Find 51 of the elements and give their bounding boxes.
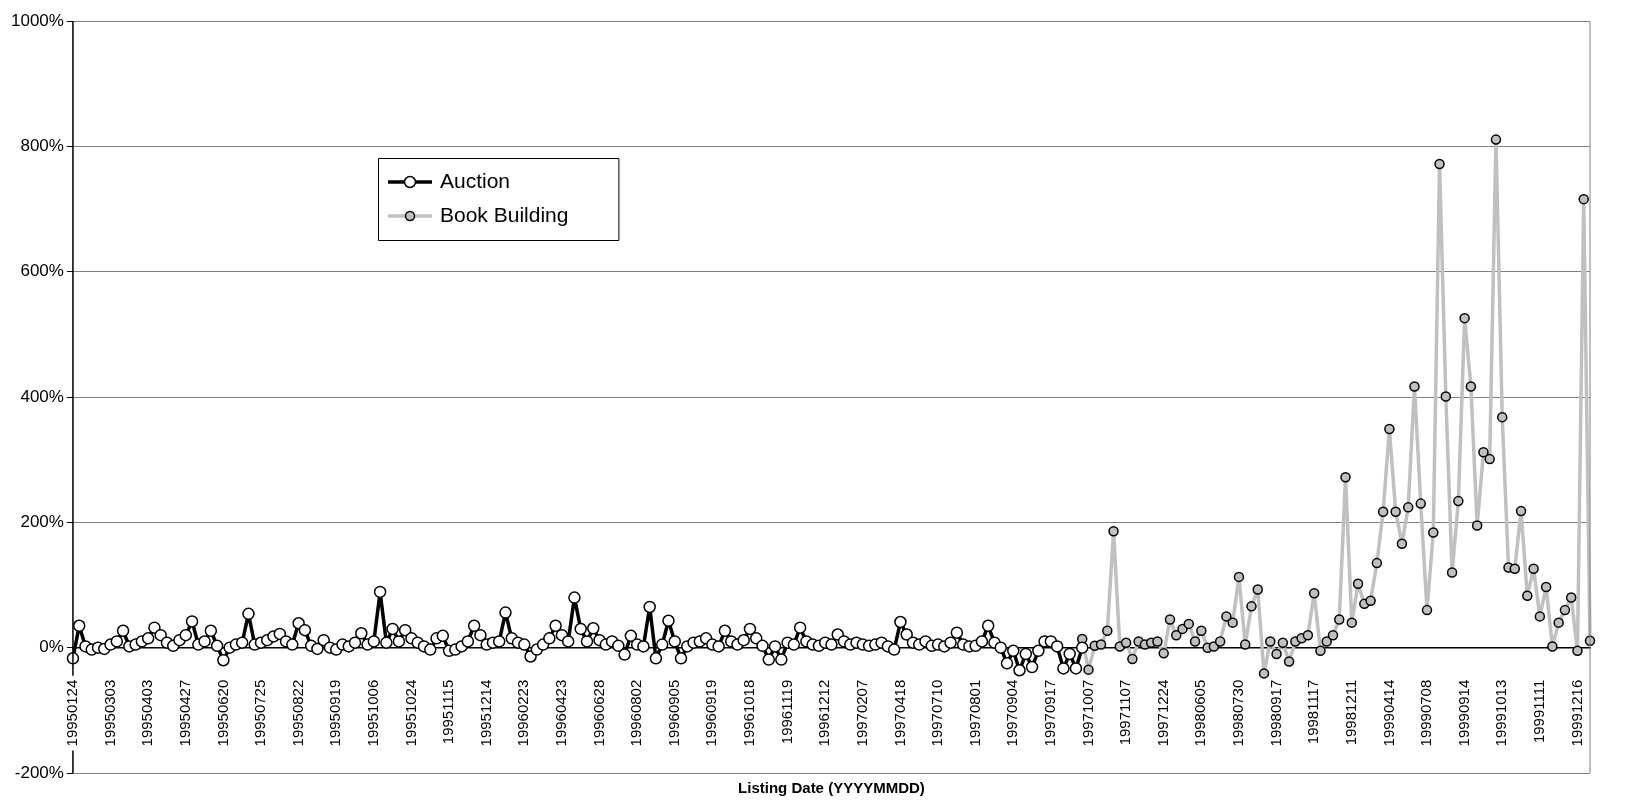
x-tick-label: 19951024 — [401, 679, 419, 747]
x-tick-label: 19990708 — [1417, 679, 1435, 747]
x-tick-label: 19991013 — [1492, 679, 1510, 747]
x-tick-label: 19960223 — [514, 679, 532, 747]
x-tick-label: 19970207 — [852, 679, 870, 747]
x-tick-label: 19970418 — [890, 679, 908, 747]
x-tick-label: 19981211 — [1341, 679, 1359, 746]
y-tick-label: 1000% — [11, 10, 64, 30]
x-tick-label: 19960919 — [702, 679, 720, 747]
x-tick-label: 19971224 — [1153, 679, 1171, 747]
x-tick-label: 19960905 — [664, 679, 682, 747]
x-tick-label: 19960628 — [589, 679, 607, 747]
x-tick-label: 19960423 — [552, 679, 570, 747]
x-tick-label: 19991216 — [1567, 679, 1585, 747]
y-tick-label: 800% — [20, 136, 64, 156]
x-tick-label: 19950427 — [175, 679, 193, 747]
x-tick-label: 19971007 — [1078, 679, 1096, 747]
x-tick-label: 19950919 — [326, 679, 344, 747]
x-tick-label: 19960802 — [627, 679, 645, 747]
legend-label: Book Building — [440, 202, 569, 226]
y-tick-label: 400% — [20, 386, 64, 406]
x-tick-label: 19950124 — [63, 679, 81, 747]
x-tick-label: 19951115 — [439, 679, 457, 745]
x-tick-label: 19991111 — [1529, 679, 1547, 744]
x-tick-label: 19970710 — [928, 679, 946, 747]
x-tick-label: 19971107 — [1116, 679, 1134, 746]
y-tick-label: -200% — [14, 762, 64, 782]
x-tick-label: 19970801 — [965, 679, 983, 747]
x-tick-label: 19961212 — [815, 679, 833, 747]
x-tick-label: 19980605 — [1191, 679, 1209, 747]
x-tick-label: 19981117 — [1304, 679, 1322, 745]
x-axis-title: Listing Date (YYYYMMDD) — [738, 779, 925, 797]
x-tick-label: 19970917 — [1041, 679, 1059, 747]
x-tick-label: 19950620 — [213, 679, 231, 747]
x-tick-label: 19950303 — [100, 679, 118, 747]
x-tick-label: 19961018 — [740, 679, 758, 747]
y-tick-label: 200% — [20, 512, 64, 532]
x-tick-label: 19961119 — [777, 679, 795, 745]
x-tick-label: 19951214 — [476, 679, 494, 747]
x-tick-label: 19951006 — [363, 679, 381, 747]
x-tick-label: 19980917 — [1266, 679, 1284, 747]
x-tick-label: 19990414 — [1379, 679, 1397, 747]
x-tick-label: 19950725 — [251, 679, 269, 747]
y-tick-label: 0% — [39, 637, 64, 657]
x-tick-label: 19950822 — [288, 679, 306, 747]
x-tick-label: 19990914 — [1454, 679, 1472, 747]
legend-label: Auction — [440, 168, 511, 192]
y-tick-label: 600% — [20, 261, 64, 281]
x-tick-label: 19980730 — [1229, 679, 1247, 747]
x-tick-label: 19970904 — [1003, 679, 1021, 747]
x-tick-label: 19950403 — [138, 679, 156, 747]
